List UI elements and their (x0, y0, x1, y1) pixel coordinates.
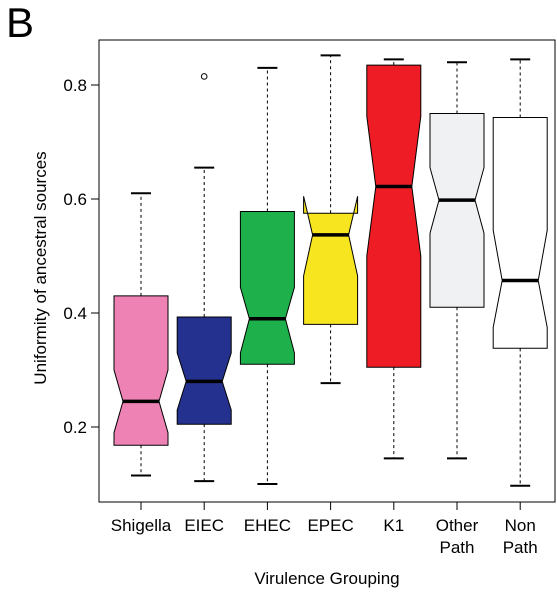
box-1 (176, 73, 232, 483)
box-4 (366, 58, 422, 460)
x-tick-label: Shigella (111, 516, 172, 535)
box-body (366, 64, 422, 368)
x-axis: Shigella EIEC EHEC EPEC K1 Other Path Non Path (111, 502, 538, 557)
box-0 (113, 192, 169, 477)
y-tick-label: 0.8 (63, 76, 87, 95)
y-tick-label: 0.2 (63, 418, 87, 437)
box-body (429, 113, 485, 308)
y-tick-label: 0.6 (63, 190, 87, 209)
x-tick-label: Non (505, 516, 536, 535)
x-tick-label: Path (440, 538, 475, 557)
x-tick-label: EHEC (244, 516, 291, 535)
x-tick-label: EIEC (184, 516, 224, 535)
x-tick-label: Path (503, 538, 538, 557)
box-body (113, 295, 169, 446)
outlier-point (200, 73, 208, 80)
panel-label: B (6, 0, 35, 46)
box-6 (492, 58, 548, 487)
box-2 (239, 66, 295, 485)
y-axis-title: Uniformity of ancestral sources (31, 151, 50, 384)
box-body (176, 316, 232, 425)
x-tick-label: Other (436, 516, 479, 535)
x-axis-title: Virulence Grouping (254, 569, 399, 588)
x-tick-label: EPEC (307, 516, 353, 535)
box-body (303, 196, 359, 325)
y-axis: 0.2 0.4 0.6 0.8 (63, 76, 99, 437)
x-tick-label: K1 (383, 516, 404, 535)
box-3 (303, 54, 359, 385)
box-body (492, 117, 548, 349)
box-body (239, 211, 295, 365)
y-tick-label: 0.4 (63, 304, 87, 323)
box-series (113, 54, 548, 487)
box-5 (429, 61, 485, 460)
plot-frame (98, 39, 556, 503)
